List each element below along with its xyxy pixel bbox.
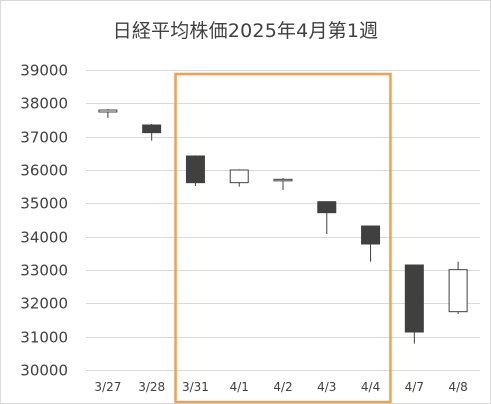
y-tick-label: 32000 [20,295,68,313]
y-tick-label: 30000 [20,362,68,380]
x-axis: 3/27 3/28 3/31 4/1 4/2 4/3 4/4 4/7 4/8 [94,380,467,394]
candle-body [273,178,293,182]
candle-body [404,264,424,333]
candle-body [448,269,468,313]
x-tick-label: 3/27 [94,380,121,394]
y-tick-label: 39000 [20,62,68,80]
candle-body [229,169,249,184]
highlight-overlay [174,72,392,404]
candles [98,109,468,344]
x-tick-label: 4/4 [361,380,380,394]
y-tick-label: 38000 [20,95,68,113]
y-tick-label: 33000 [20,262,68,280]
x-tick-label: 3/28 [138,380,165,394]
x-tick-label: 4/8 [448,380,467,394]
y-tick-label: 34000 [20,229,68,247]
candle-body [98,109,118,113]
candle-body [185,155,205,184]
chart-title: 日経平均株価2025年4月第1週 [112,20,379,42]
candle-body [361,225,381,245]
x-tick-label: 4/7 [405,380,424,394]
y-axis: 30000 31000 32000 33000 34000 35000 36000 37000… [20,62,68,380]
x-tick-label: 3/31 [182,380,209,394]
x-tick-label: 4/1 [230,380,249,394]
x-tick-label: 4/3 [317,380,336,394]
candle-body [317,201,337,214]
y-tick-label: 35000 [20,195,68,213]
y-tick-label: 36000 [20,162,68,180]
y-tick-label: 31000 [20,329,68,347]
x-tick-label: 4/2 [273,380,292,394]
highlight-box [174,72,392,404]
y-tick-label: 37000 [20,129,68,147]
candle-body [142,124,162,134]
